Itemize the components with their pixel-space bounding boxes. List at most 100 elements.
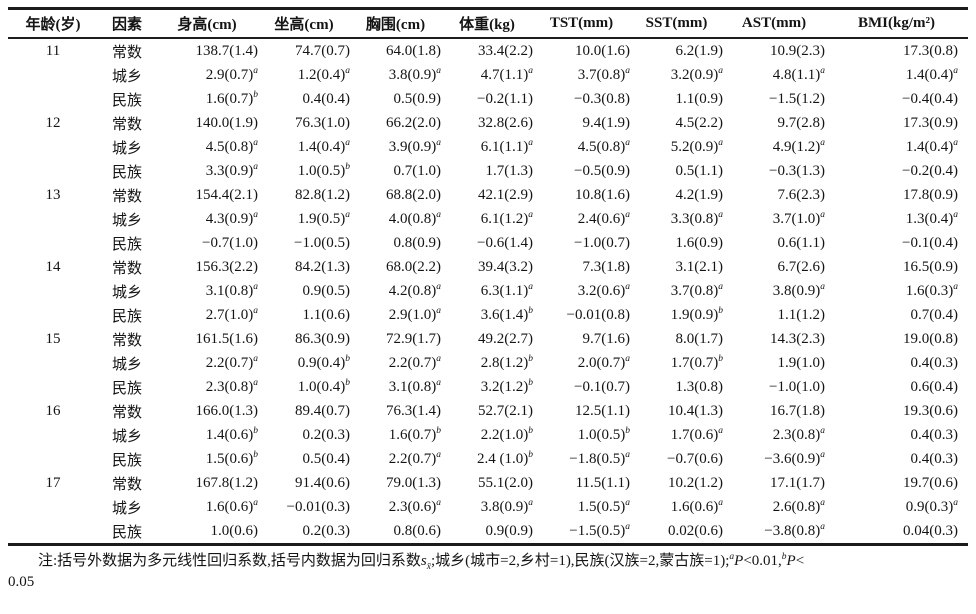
value-cell: 1.0(0.5)b [297, 161, 350, 179]
column-header: 因素 [98, 8, 156, 39]
value-cell: 1.0(0.5)b [577, 425, 630, 443]
value-cell: 2.6(0.8)a [772, 497, 825, 515]
table-note-line1: 注:括号外数据为多元线性回归系数,括号内数据为回归系数sx̄;城乡(城市=2,乡… [38, 552, 805, 572]
table-note-line2: 0.05 [8, 574, 35, 590]
value-cell: −0.2(0.4) [902, 162, 958, 179]
value-cell: 1.6(0.9) [675, 234, 724, 251]
value-cell: 1.9(0.5)a [297, 209, 350, 227]
value-cell: 2.9(1.0)a [388, 305, 441, 323]
value-cell: 2.2(0.7)a [388, 353, 441, 371]
value-cell: 9.4(1.9) [582, 114, 631, 131]
factor-cell: 城乡 [111, 140, 142, 157]
value-cell: 49.2(2.7) [478, 330, 533, 347]
age-cell [8, 303, 98, 327]
value-cell: 3.1(2.1) [675, 258, 724, 275]
value-cell: 66.2(2.0) [386, 114, 441, 131]
value-cell: −0.4(0.4) [902, 90, 958, 107]
column-header: BMI(kg/m²) [825, 8, 968, 39]
value-cell: 84.2(1.3) [295, 258, 350, 275]
factor-cell: 民族 [111, 308, 142, 325]
value-cell: 17.8(0.9) [903, 186, 958, 203]
value-cell: −3.6(0.9)a [764, 449, 825, 467]
value-cell: 3.3(0.9)a [205, 161, 258, 179]
value-cell: 64.0(1.8) [386, 42, 441, 59]
value-cell: 154.4(2.1) [195, 186, 259, 203]
value-cell: 2.4 (1.0)b [477, 449, 533, 467]
value-cell: 1.7(0.6)a [670, 425, 723, 443]
column-header: 体重(kg) [441, 8, 533, 39]
value-cell: 9.7(1.6) [582, 330, 631, 347]
value-cell: 1.2(0.4)a [297, 65, 350, 83]
column-header: 年龄(岁) [8, 8, 98, 39]
value-cell: 3.1(0.8)a [205, 281, 258, 299]
value-cell: −1.0(0.7) [574, 234, 630, 251]
value-cell: 1.6(0.7)b [205, 89, 258, 107]
value-cell: 68.0(2.2) [386, 258, 441, 275]
value-cell: 1.3(0.8) [675, 378, 724, 395]
value-cell: 19.0(0.8) [903, 330, 958, 347]
value-cell: 6.7(2.6) [777, 258, 826, 275]
age-cell [8, 279, 98, 303]
value-cell: 1.1(0.9) [675, 90, 724, 107]
table-row: 城乡 1.6(0.6)a −0.01(0.3) 2.3(0.6)a 3.8(0.9)a 1… [8, 495, 968, 519]
table-note: 注:括号外数据为多元线性回归系数,括号内数据为回归系数sx̄;城乡(城市=2,乡… [8, 551, 966, 593]
value-cell: 17.3(0.9) [903, 114, 958, 131]
factor-cell: 常数 [111, 404, 142, 421]
value-cell: 3.8(0.9)a [772, 281, 825, 299]
value-cell: 91.4(0.6) [295, 474, 350, 491]
value-cell: 6.3(1.1)a [480, 281, 533, 299]
value-cell: 0.6(0.4) [910, 378, 959, 395]
factor-cell: 民族 [111, 92, 142, 109]
value-cell: 10.4(1.3) [668, 402, 723, 419]
table-row: 民族 1.0(0.6) 0.2(0.3) 0.8(0.6) 0.9(0.9) −1.5(0… [8, 519, 968, 545]
value-cell: 4.3(0.9)a [205, 209, 258, 227]
factor-cell: 常数 [111, 116, 142, 133]
age-cell [8, 519, 98, 545]
value-cell: −0.1(0.4) [902, 234, 958, 251]
value-cell: −0.6(1.4) [477, 234, 533, 251]
value-cell: 89.4(0.7) [295, 402, 350, 419]
value-cell: 3.1(0.8)a [388, 377, 441, 395]
value-cell: 39.4(3.2) [478, 258, 533, 275]
factor-cell: 民族 [111, 380, 142, 397]
value-cell: −0.1(0.7) [574, 378, 630, 395]
value-cell: 3.8(0.9)a [480, 497, 533, 515]
value-cell: −1.5(1.2) [769, 90, 825, 107]
value-cell: 4.2(1.9) [675, 186, 724, 203]
value-cell: 1.7(1.3) [485, 162, 534, 179]
value-cell: 2.8(1.2)b [480, 353, 533, 371]
value-cell: 0.5(0.4) [302, 450, 351, 467]
value-cell: 7.3(1.8) [582, 258, 631, 275]
value-cell: 0.8(0.9) [393, 234, 442, 251]
value-cell: 1.4(0.4)a [297, 137, 350, 155]
value-cell: −1.5(0.5)a [569, 521, 630, 539]
column-header: SST(mm) [630, 8, 723, 39]
column-header: TST(mm) [533, 8, 630, 39]
value-cell: 79.0(1.3) [386, 474, 441, 491]
value-cell: 82.8(1.2) [295, 186, 350, 203]
value-cell: −0.2(1.1) [477, 90, 533, 107]
column-header: 坐高(cm) [258, 8, 350, 39]
value-cell: 11.5(1.1) [575, 474, 630, 491]
value-cell: −0.7(1.0) [202, 234, 258, 251]
factor-cell: 常数 [111, 332, 142, 349]
column-header: 身高(cm) [156, 8, 258, 39]
factor-cell: 城乡 [111, 68, 142, 85]
table-row: 民族 −0.7(1.0) −1.0(0.5) 0.8(0.9) −0.6(1.4) −1.… [8, 231, 968, 255]
table-row: 12 常数 140.0(1.9) 76.3(1.0) 66.2(2.0) 32.8(2.6… [8, 111, 968, 135]
value-cell: 4.2(0.8)a [388, 281, 441, 299]
value-cell: 0.4(0.3) [910, 450, 959, 467]
value-cell: 2.3(0.8)a [205, 377, 258, 395]
value-cell: 3.7(0.8)a [670, 281, 723, 299]
value-cell: 0.5(1.1) [675, 162, 724, 179]
value-cell: 74.7(0.7) [295, 42, 350, 59]
column-header: 胸围(cm) [350, 8, 441, 39]
value-cell: 0.9(0.9) [485, 522, 534, 539]
value-cell: −0.01(0.3) [286, 498, 350, 515]
table-row: 民族 1.6(0.7)b 0.4(0.4) 0.5(0.9) −0.2(1.1) −0.3… [8, 87, 968, 111]
value-cell: 72.9(1.7) [386, 330, 441, 347]
value-cell: 19.7(0.6) [903, 474, 958, 491]
factor-cell: 民族 [111, 164, 142, 181]
value-cell: 2.0(0.7)a [577, 353, 630, 371]
value-cell: 1.3(0.4)a [905, 209, 958, 227]
